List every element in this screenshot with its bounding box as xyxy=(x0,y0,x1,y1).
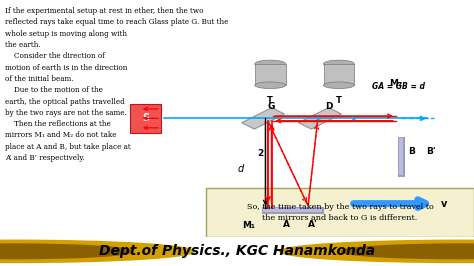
Text: M₁: M₁ xyxy=(242,221,255,230)
Polygon shape xyxy=(242,108,284,129)
Ellipse shape xyxy=(255,60,285,68)
Text: GA = GB = d: GA = GB = d xyxy=(372,82,425,91)
FancyBboxPatch shape xyxy=(206,188,474,237)
Text: v: v xyxy=(441,199,447,209)
Polygon shape xyxy=(299,108,341,129)
FancyBboxPatch shape xyxy=(130,104,161,132)
Text: B: B xyxy=(408,147,415,156)
Circle shape xyxy=(280,240,474,263)
Text: d: d xyxy=(237,164,244,174)
Text: B': B' xyxy=(426,147,435,156)
Ellipse shape xyxy=(323,60,354,68)
Ellipse shape xyxy=(255,82,285,89)
Text: So, the time taken by the two rays to travel to
the mirrors and back to G is dif: So, the time taken by the two rays to tr… xyxy=(247,203,433,222)
Circle shape xyxy=(0,240,194,263)
Text: M₂: M₂ xyxy=(389,78,401,88)
Text: S: S xyxy=(142,113,149,123)
FancyBboxPatch shape xyxy=(323,64,354,85)
Circle shape xyxy=(0,244,133,259)
Text: A: A xyxy=(283,220,290,229)
Text: 2: 2 xyxy=(257,149,264,158)
Text: A': A' xyxy=(308,220,318,229)
Text: Dept.of Physics., KGC Hanamkonda: Dept.of Physics., KGC Hanamkonda xyxy=(99,244,375,258)
Text: T: T xyxy=(336,96,342,105)
Text: D: D xyxy=(325,102,332,111)
Text: T: T xyxy=(267,96,273,105)
Circle shape xyxy=(341,244,474,259)
FancyBboxPatch shape xyxy=(255,64,285,85)
Text: If the experimental setup at rest in ether, then the two
reflected rays take equ: If the experimental setup at rest in eth… xyxy=(5,7,228,162)
Text: G: G xyxy=(268,102,275,111)
Ellipse shape xyxy=(323,82,354,89)
